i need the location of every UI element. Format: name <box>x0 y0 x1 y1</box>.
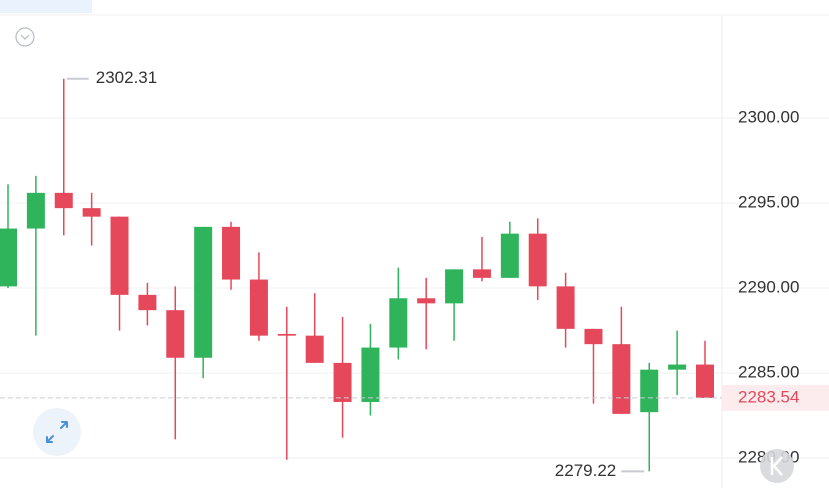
candle-body <box>668 364 687 370</box>
candle-body <box>445 269 464 304</box>
kline-icon <box>770 456 783 476</box>
candle-body <box>194 226 213 358</box>
expand-button[interactable] <box>33 408 81 456</box>
candle-body <box>472 269 491 278</box>
candle-body <box>333 362 352 402</box>
candle-body <box>222 226 241 280</box>
candle-body <box>612 344 631 414</box>
low-label: 2279.22 <box>555 461 616 480</box>
candle-body <box>556 286 575 329</box>
candle-body <box>82 208 101 217</box>
kline-circle <box>760 449 794 483</box>
candle-body <box>138 294 157 311</box>
y-tick-label: 2285.00 <box>738 363 799 382</box>
candle-body <box>361 347 380 402</box>
high-label: 2302.31 <box>96 68 157 87</box>
kline-button[interactable] <box>760 449 794 483</box>
y-tick-label: 2290.00 <box>738 278 799 297</box>
tab[interactable] <box>0 0 92 13</box>
candle-body <box>110 216 129 295</box>
last-price-label: 2283.54 <box>738 387 799 406</box>
candle-body <box>584 328 603 345</box>
candle-body <box>54 192 73 209</box>
collapse-button[interactable] <box>15 27 35 47</box>
candle-body <box>417 298 436 304</box>
candle-body <box>277 333 296 336</box>
y-tick-label: 2295.00 <box>738 193 799 212</box>
y-tick-label: 2300.00 <box>738 108 799 127</box>
candle-body <box>389 298 408 348</box>
last-price-box <box>722 384 829 411</box>
candle-body <box>696 364 714 398</box>
candle-body <box>249 279 268 336</box>
candle-body <box>528 233 547 287</box>
expand-icon <box>46 421 68 443</box>
candle-body <box>500 233 519 278</box>
candle-body <box>166 310 185 358</box>
candle-body <box>305 335 324 363</box>
candle-body <box>0 228 17 287</box>
expand-circle <box>33 408 81 456</box>
candle-body <box>640 369 659 413</box>
candle-body <box>26 192 45 229</box>
